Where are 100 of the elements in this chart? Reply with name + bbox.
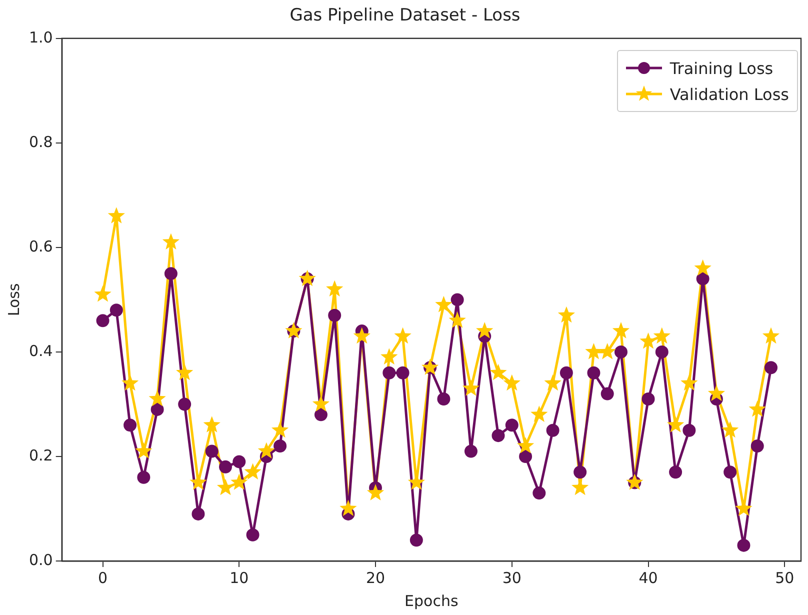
y-tick-label: 0.4 [28,342,53,360]
x-axis-title: Epochs [404,592,458,610]
point [722,421,739,438]
y-tick-label: 0.0 [28,550,53,569]
point [137,470,150,484]
point [216,478,234,496]
point [669,466,682,479]
point [326,280,344,297]
point [353,327,370,344]
point [148,390,166,406]
point [600,387,614,400]
point [396,366,410,380]
point [735,500,752,516]
point [135,442,152,459]
point [574,466,587,479]
point [190,474,207,490]
point [124,418,137,432]
point [314,408,328,422]
point [448,312,466,328]
legend-label: Validation Loss [670,84,789,104]
point [435,296,452,312]
point [437,392,450,406]
point [516,437,534,454]
point [246,528,260,542]
y-tick-label: 1.0 [28,28,53,46]
x-tick-label: 30 [502,568,522,587]
point [380,348,398,364]
point [640,332,657,349]
point [476,322,494,338]
point [312,395,330,412]
point [682,424,696,437]
point [764,361,778,374]
point [464,444,478,458]
point [244,463,262,480]
point [232,455,246,468]
point [708,384,726,402]
point [230,474,248,490]
x-tick-label: 20 [366,568,386,587]
point [366,484,384,500]
x-tick-label: 10 [230,568,249,587]
point [750,440,764,453]
point [150,402,164,416]
point [530,406,548,422]
point [110,304,123,317]
point [737,538,750,552]
point [94,285,112,302]
point [546,424,560,437]
point [614,345,628,358]
point [96,314,110,328]
point [653,327,670,344]
point [694,259,712,276]
point [666,416,684,432]
point [192,507,205,520]
point [121,374,139,391]
point [544,374,562,391]
point [258,442,275,459]
point [164,267,178,280]
point [178,398,192,411]
y-tick-label: 0.6 [28,237,53,256]
point [587,366,600,380]
point [394,327,412,344]
y-tick-label: 0.2 [28,446,53,464]
point [450,293,464,306]
point [585,342,602,360]
point [410,534,423,547]
point [748,400,766,417]
point [680,374,698,391]
point [503,374,520,391]
x-tick-label: 50 [775,568,794,587]
point [505,418,518,432]
x-tick-label: 0 [98,568,108,587]
point [274,440,287,453]
point [462,380,480,396]
point [203,416,220,432]
point [696,272,710,286]
point [162,233,180,250]
y-axis-title: Loss [4,283,23,316]
point [176,364,194,380]
point [762,327,780,344]
y-tick-label: 0.8 [28,132,53,151]
point [328,308,342,322]
legend-label: Training Loss [670,58,774,78]
point [490,364,507,380]
x-tick-label: 40 [638,568,658,587]
point [612,322,630,338]
point [519,450,532,463]
point [492,429,505,442]
point [642,392,655,406]
point [108,207,125,224]
point [598,342,616,360]
point [340,500,357,516]
point [532,486,546,500]
point [558,306,575,323]
point [382,366,396,380]
point [655,345,668,358]
point [560,366,573,380]
point [724,466,737,479]
point [205,444,218,458]
point [271,421,289,438]
point [219,460,232,474]
